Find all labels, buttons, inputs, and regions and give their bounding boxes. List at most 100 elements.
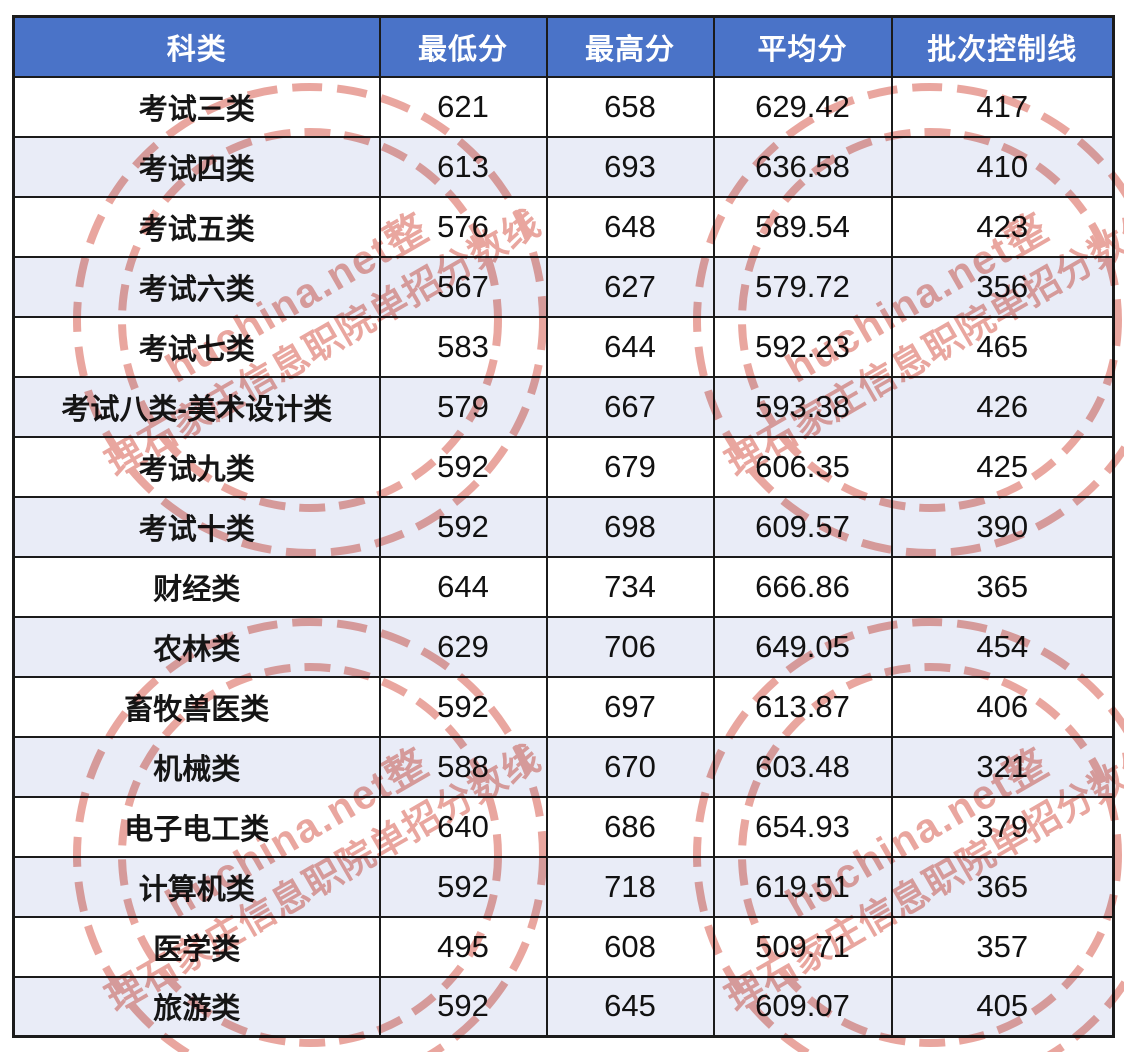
category-cell: 考试十类 <box>12 495 381 558</box>
table-row: 考试五类 576 648 589.54 423 <box>12 195 1115 258</box>
control-line-cell: 321 <box>890 735 1115 798</box>
max-score-cell: 697 <box>545 675 715 738</box>
max-score-cell: 627 <box>545 255 715 318</box>
table-row: 农林类 629 706 649.05 454 <box>12 615 1115 678</box>
avg-score-cell: 613.87 <box>712 675 893 738</box>
avg-score-cell: 509.71 <box>712 915 893 978</box>
category-cell: 计算机类 <box>12 855 381 918</box>
table-header-row: 科类 最低分 最高分 平均分 批次控制线 <box>12 15 1115 78</box>
category-cell: 电子电工类 <box>12 795 381 858</box>
table-row: 旅游类 592 645 609.07 405 <box>12 975 1115 1038</box>
control-line-cell: 417 <box>890 75 1115 138</box>
table-row: 考试十类 592 698 609.57 390 <box>12 495 1115 558</box>
table-row: 畜牧兽医类 592 697 613.87 406 <box>12 675 1115 738</box>
avg-score-cell: 609.07 <box>712 975 893 1038</box>
table-row: 考试八类-美术设计类 579 667 593.38 426 <box>12 375 1115 438</box>
category-cell: 畜牧兽医类 <box>12 675 381 738</box>
control-line-cell: 365 <box>890 855 1115 918</box>
category-cell: 考试八类-美术设计类 <box>12 375 381 438</box>
avg-score-cell: 666.86 <box>712 555 893 618</box>
control-line-cell: 365 <box>890 555 1115 618</box>
avg-score-cell: 654.93 <box>712 795 893 858</box>
column-header-category: 科类 <box>12 15 381 78</box>
column-header-avg-score: 平均分 <box>712 15 893 78</box>
max-score-cell: 706 <box>545 615 715 678</box>
control-line-cell: 406 <box>890 675 1115 738</box>
control-line-cell: 357 <box>890 915 1115 978</box>
avg-score-cell: 593.38 <box>712 375 893 438</box>
table-row: 财经类 644 734 666.86 365 <box>12 555 1115 618</box>
avg-score-cell: 589.54 <box>712 195 893 258</box>
min-score-cell: 567 <box>378 255 548 318</box>
table-row: 考试四类 613 693 636.58 410 <box>12 135 1115 198</box>
max-score-cell: 645 <box>545 975 715 1038</box>
category-cell: 考试四类 <box>12 135 381 198</box>
min-score-cell: 576 <box>378 195 548 258</box>
min-score-cell: 583 <box>378 315 548 378</box>
avg-score-cell: 592.23 <box>712 315 893 378</box>
table-row: 考试七类 583 644 592.23 465 <box>12 315 1115 378</box>
avg-score-cell: 619.51 <box>712 855 893 918</box>
max-score-cell: 670 <box>545 735 715 798</box>
category-cell: 考试三类 <box>12 75 381 138</box>
category-cell: 考试七类 <box>12 315 381 378</box>
max-score-cell: 734 <box>545 555 715 618</box>
avg-score-cell: 606.35 <box>712 435 893 498</box>
control-line-cell: 405 <box>890 975 1115 1038</box>
score-table: 科类 最低分 最高分 平均分 批次控制线 考试三类 621 658 629.42… <box>12 15 1115 1038</box>
min-score-cell: 629 <box>378 615 548 678</box>
avg-score-cell: 603.48 <box>712 735 893 798</box>
min-score-cell: 644 <box>378 555 548 618</box>
control-line-cell: 426 <box>890 375 1115 438</box>
max-score-cell: 693 <box>545 135 715 198</box>
control-line-cell: 410 <box>890 135 1115 198</box>
min-score-cell: 640 <box>378 795 548 858</box>
min-score-cell: 592 <box>378 435 548 498</box>
max-score-cell: 644 <box>545 315 715 378</box>
max-score-cell: 679 <box>545 435 715 498</box>
min-score-cell: 613 <box>378 135 548 198</box>
avg-score-cell: 609.57 <box>712 495 893 558</box>
category-cell: 财经类 <box>12 555 381 618</box>
min-score-cell: 588 <box>378 735 548 798</box>
control-line-cell: 356 <box>890 255 1115 318</box>
min-score-cell: 495 <box>378 915 548 978</box>
column-header-max-score: 最高分 <box>545 15 715 78</box>
min-score-cell: 592 <box>378 975 548 1038</box>
min-score-cell: 592 <box>378 675 548 738</box>
min-score-cell: 592 <box>378 495 548 558</box>
max-score-cell: 686 <box>545 795 715 858</box>
control-line-cell: 425 <box>890 435 1115 498</box>
max-score-cell: 648 <box>545 195 715 258</box>
table-row: 考试六类 567 627 579.72 356 <box>12 255 1115 318</box>
avg-score-cell: 649.05 <box>712 615 893 678</box>
avg-score-cell: 636.58 <box>712 135 893 198</box>
control-line-cell: 379 <box>890 795 1115 858</box>
table-row: 电子电工类 640 686 654.93 379 <box>12 795 1115 858</box>
category-cell: 考试九类 <box>12 435 381 498</box>
avg-score-cell: 629.42 <box>712 75 893 138</box>
max-score-cell: 667 <box>545 375 715 438</box>
category-cell: 机械类 <box>12 735 381 798</box>
category-cell: 旅游类 <box>12 975 381 1038</box>
table-row: 考试九类 592 679 606.35 425 <box>12 435 1115 498</box>
control-line-cell: 390 <box>890 495 1115 558</box>
category-cell: 考试五类 <box>12 195 381 258</box>
avg-score-cell: 579.72 <box>712 255 893 318</box>
table-row: 机械类 588 670 603.48 321 <box>12 735 1115 798</box>
min-score-cell: 592 <box>378 855 548 918</box>
min-score-cell: 579 <box>378 375 548 438</box>
max-score-cell: 658 <box>545 75 715 138</box>
table-row: 考试三类 621 658 629.42 417 <box>12 75 1115 138</box>
min-score-cell: 621 <box>378 75 548 138</box>
category-cell: 农林类 <box>12 615 381 678</box>
max-score-cell: 698 <box>545 495 715 558</box>
table-row: 医学类 495 608 509.71 357 <box>12 915 1115 978</box>
max-score-cell: 718 <box>545 855 715 918</box>
table-row: 计算机类 592 718 619.51 365 <box>12 855 1115 918</box>
column-header-min-score: 最低分 <box>378 15 548 78</box>
column-header-control-line: 批次控制线 <box>890 15 1115 78</box>
category-cell: 医学类 <box>12 915 381 978</box>
max-score-cell: 608 <box>545 915 715 978</box>
